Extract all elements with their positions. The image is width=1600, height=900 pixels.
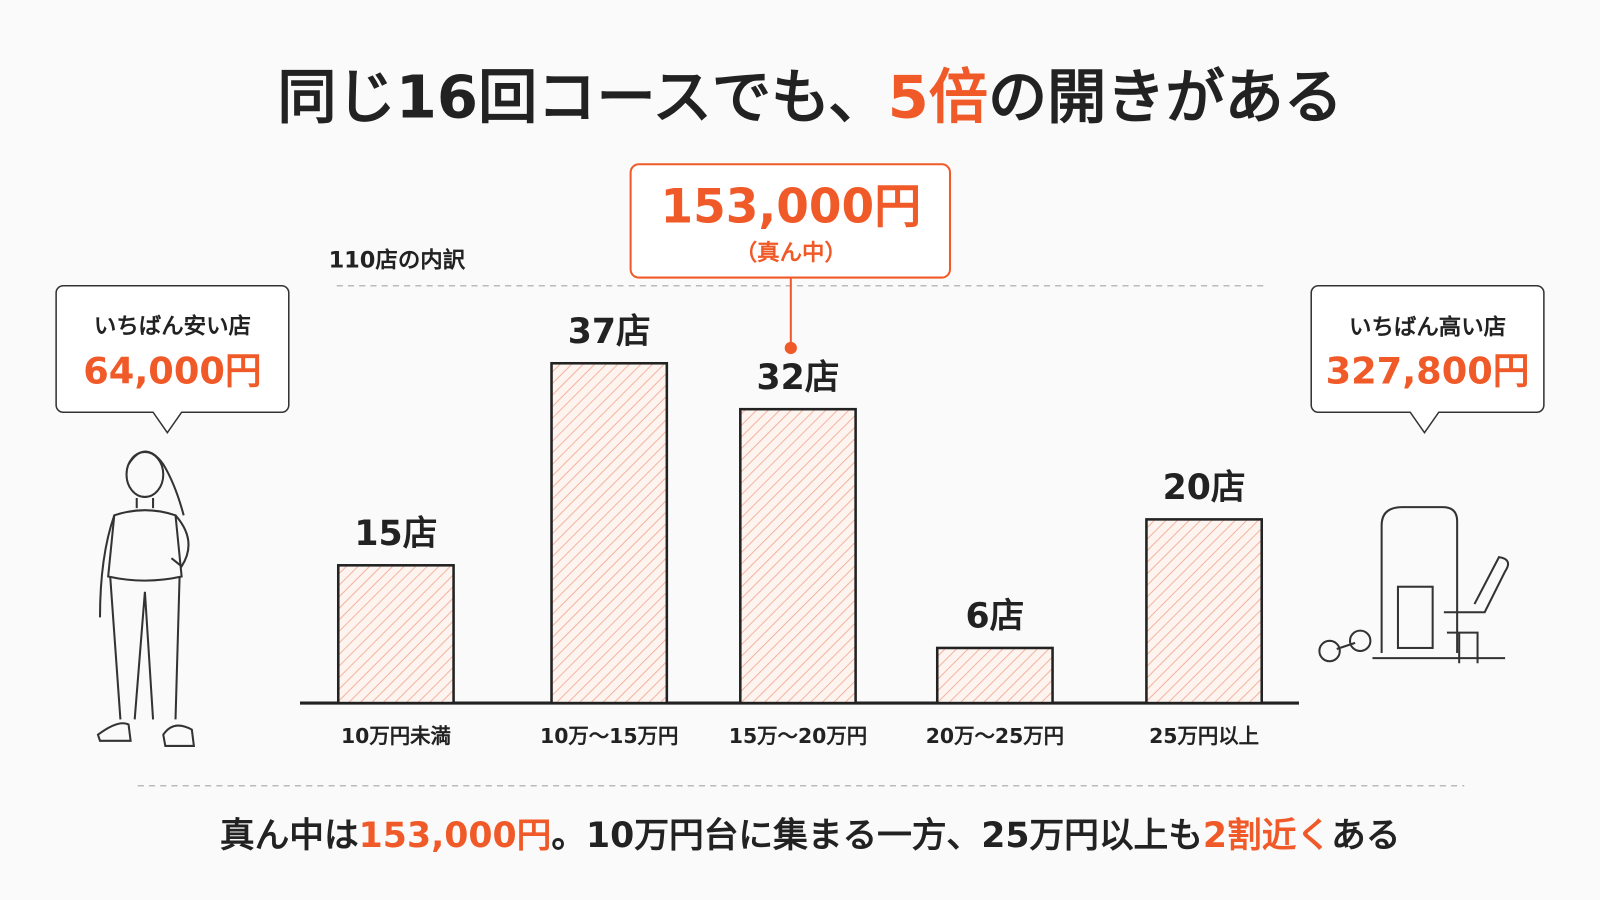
x-tick-label: 20万～25万円 <box>926 724 1064 748</box>
note-highlight: 153,000円 <box>359 816 552 856</box>
expensive-bubble <box>1310 284 1545 434</box>
value-label: 6店 <box>965 597 1024 637</box>
bar <box>935 646 1054 705</box>
bar <box>336 564 455 705</box>
subtitle: 110店の内訳 <box>329 246 466 273</box>
cheapest-bubble <box>55 284 290 434</box>
x-tick-label: 10万円未満 <box>341 724 451 748</box>
note: 真ん中は153,000円。10万円台に集まる一方、25万円以上も2割近くある <box>220 816 1401 856</box>
title-highlight: 5倍 <box>888 62 988 131</box>
bar <box>739 407 857 705</box>
person-illustration <box>96 450 196 747</box>
cheapest-amount: 64,000円 <box>83 350 261 393</box>
median-amount: 153,000円 <box>660 179 921 234</box>
median-label: （真ん中） <box>735 239 847 266</box>
x-tick-label: 10万～15万円 <box>540 724 678 748</box>
bar <box>550 361 669 705</box>
title-part: 同じ16回コースでも、 <box>277 62 887 131</box>
value-label: 20店 <box>1163 468 1246 508</box>
bar <box>1145 518 1264 705</box>
x-tick-label: 25万円以上 <box>1149 724 1259 748</box>
title-part: の開きがある <box>988 62 1343 131</box>
note-part: 真ん中は <box>220 816 359 856</box>
chart-title: 同じ16回コースでも、5倍の開きがある <box>277 62 1343 131</box>
note-highlight: 2割近く <box>1203 816 1331 856</box>
value-label: 37店 <box>568 312 651 352</box>
value-label: 15店 <box>354 514 437 554</box>
note-part: ある <box>1331 816 1400 856</box>
gym-illustration <box>1318 506 1510 664</box>
expensive-label: いちばん高い店 <box>1349 314 1506 341</box>
value-label: 32店 <box>756 358 839 398</box>
x-tick-label: 15万～20万円 <box>729 724 867 748</box>
cheapest-label: いちばん安い店 <box>94 313 251 340</box>
expensive-amount: 327,800円 <box>1326 350 1530 393</box>
note-part: 。10万円台に集まる一方、25万円以上も <box>551 816 1203 856</box>
median-dot <box>784 341 797 355</box>
